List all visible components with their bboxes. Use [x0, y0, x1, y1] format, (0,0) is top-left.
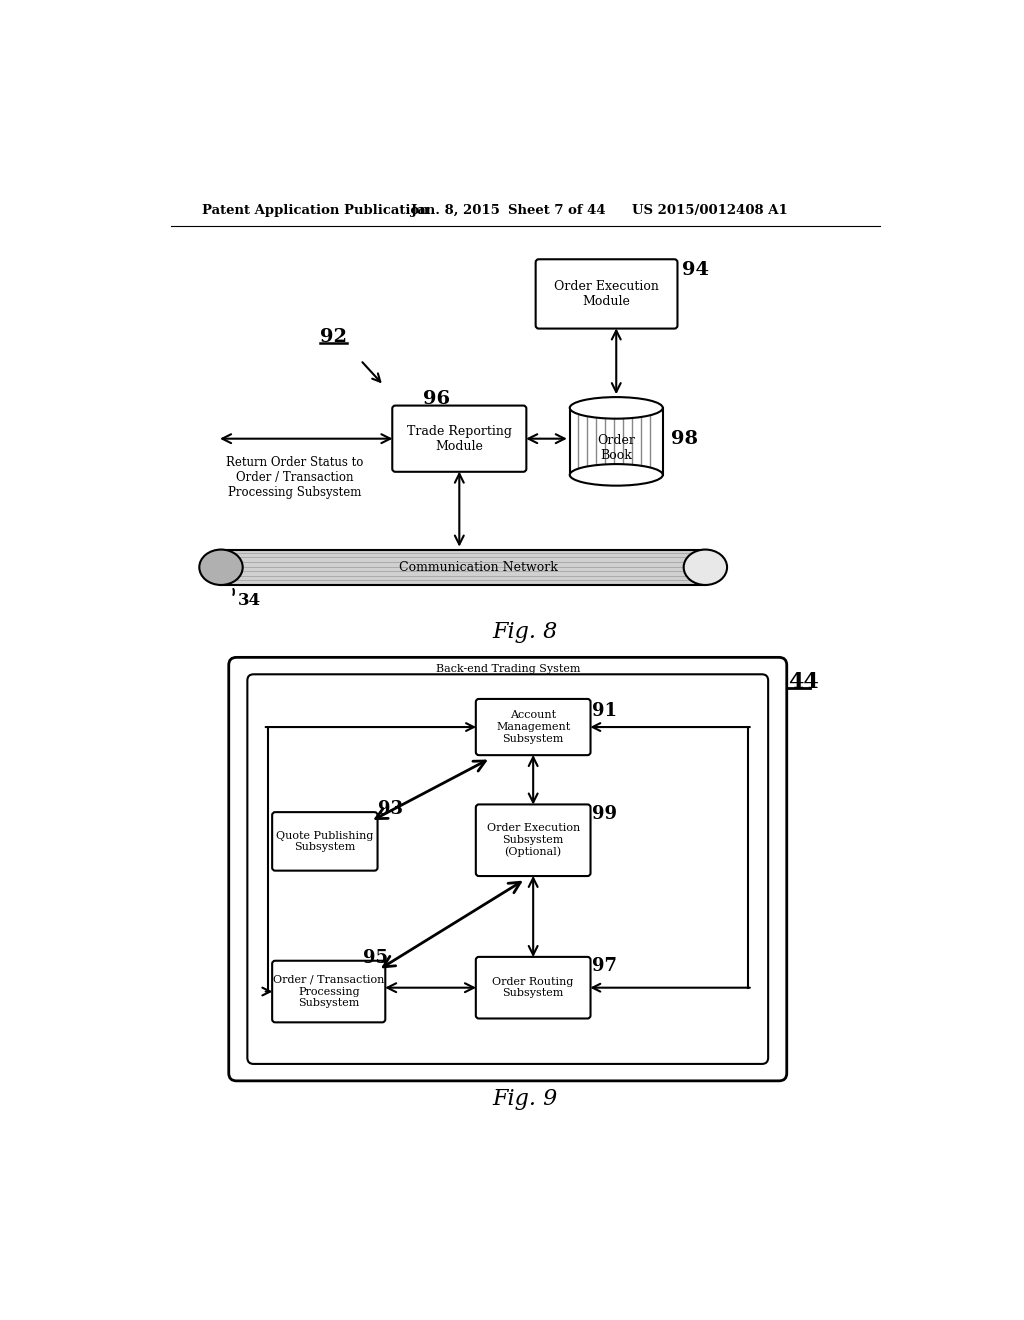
Text: 99: 99	[592, 805, 617, 822]
Text: Fig. 9: Fig. 9	[493, 1088, 557, 1110]
FancyBboxPatch shape	[228, 657, 786, 1081]
Text: 44: 44	[788, 671, 819, 693]
Text: Account
Management
Subsystem: Account Management Subsystem	[496, 710, 570, 743]
FancyBboxPatch shape	[272, 812, 378, 871]
Text: 92: 92	[321, 329, 347, 346]
Text: Patent Application Publication: Patent Application Publication	[202, 205, 428, 218]
Text: Order Execution
Subsystem
(Optional): Order Execution Subsystem (Optional)	[486, 824, 580, 857]
FancyBboxPatch shape	[392, 405, 526, 471]
Bar	[569, 408, 663, 475]
FancyBboxPatch shape	[476, 804, 591, 876]
Text: 95: 95	[362, 949, 388, 966]
Text: 96: 96	[423, 391, 450, 408]
Text: Order
Book: Order Book	[597, 433, 635, 462]
Ellipse shape	[569, 465, 663, 486]
Text: Order Routing
Subsystem: Order Routing Subsystem	[493, 977, 573, 998]
FancyBboxPatch shape	[536, 259, 678, 329]
Text: Order Execution
Module: Order Execution Module	[554, 280, 659, 308]
Ellipse shape	[200, 549, 243, 585]
Text: Order / Transaction
Processing
Subsystem: Order / Transaction Processing Subsystem	[273, 975, 384, 1008]
Text: Return Order Status to
Order / Transaction
Processing Subsystem: Return Order Status to Order / Transacti…	[226, 455, 364, 499]
Bar	[221, 549, 706, 585]
FancyBboxPatch shape	[248, 675, 768, 1064]
Text: 34: 34	[238, 591, 261, 609]
FancyBboxPatch shape	[476, 700, 591, 755]
Text: Trade Reporting
Module: Trade Reporting Module	[407, 425, 512, 453]
Text: 98: 98	[671, 430, 697, 449]
Text: Jan. 8, 2015: Jan. 8, 2015	[411, 205, 500, 218]
Text: Sheet 7 of 44: Sheet 7 of 44	[508, 205, 605, 218]
Ellipse shape	[569, 397, 663, 418]
Ellipse shape	[684, 549, 727, 585]
Text: 93: 93	[378, 800, 402, 818]
Text: 97: 97	[592, 957, 617, 975]
Text: Back-end Trading System: Back-end Trading System	[435, 664, 580, 675]
Text: 91: 91	[592, 702, 617, 721]
Text: Communication Network: Communication Network	[399, 561, 558, 574]
Text: Fig. 8: Fig. 8	[493, 620, 557, 643]
Text: 94: 94	[682, 261, 710, 279]
FancyBboxPatch shape	[272, 961, 385, 1022]
Text: US 2015/0012408 A1: US 2015/0012408 A1	[632, 205, 787, 218]
FancyBboxPatch shape	[476, 957, 591, 1019]
Text: Quote Publishing
Subsystem: Quote Publishing Subsystem	[276, 830, 374, 853]
